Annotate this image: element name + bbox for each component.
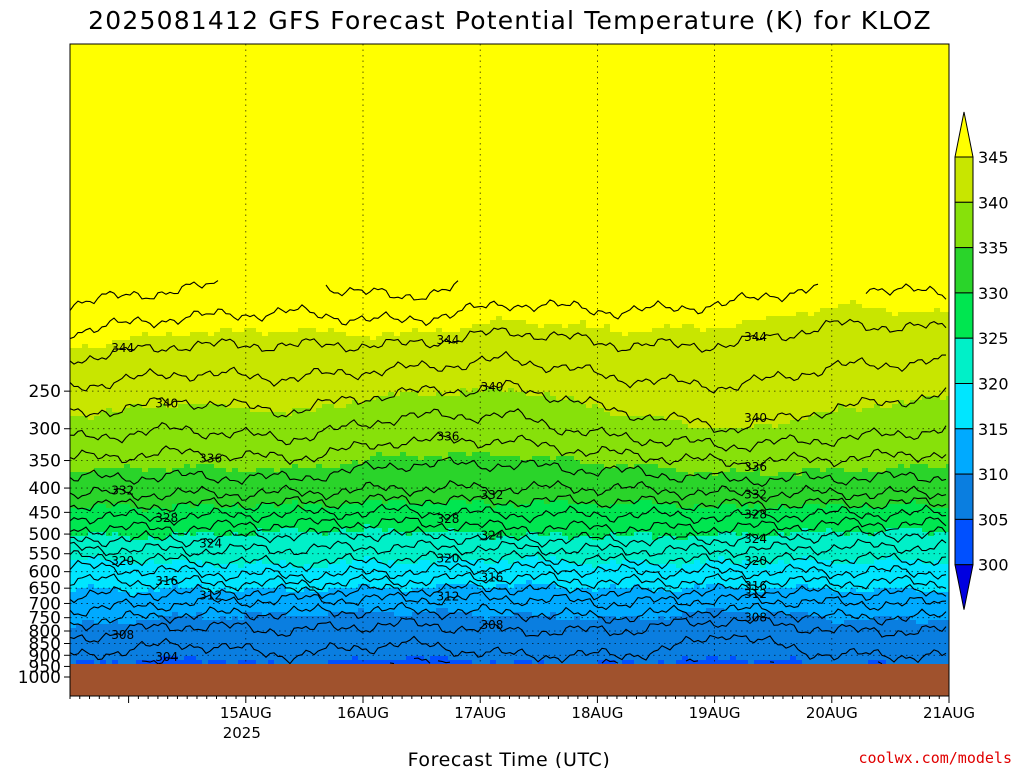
- contour-label: 328: [155, 511, 178, 525]
- contour-label: 320: [437, 551, 460, 565]
- contour-label: 324: [744, 532, 767, 546]
- colorbar-over-triangle: [955, 112, 973, 157]
- y-tick-label: 450: [29, 503, 61, 523]
- contour-label: 324: [480, 529, 503, 543]
- x-tick-label: 21AUG: [923, 704, 975, 722]
- contour-label: 340: [744, 411, 767, 425]
- x-tick-label: 17AUG: [454, 704, 506, 722]
- x-axis-label: Forecast Time (UTC): [408, 749, 611, 768]
- contour-label: 316: [155, 574, 178, 588]
- x-tick-year: 2025: [223, 724, 261, 742]
- colorbar-swatch: [955, 248, 973, 293]
- y-tick-label: 300: [29, 420, 61, 440]
- contour-label: 332: [744, 487, 767, 501]
- x-tick-label: 19AUG: [689, 704, 741, 722]
- colorbar-label: 320: [978, 375, 1009, 394]
- contour-label: 324: [199, 536, 222, 550]
- contour-label: 304: [155, 650, 178, 664]
- contour-label: 344: [437, 333, 460, 347]
- credit-text[interactable]: coolwx.com/models: [858, 749, 1012, 767]
- colorbar-swatch: [955, 338, 973, 383]
- contour-label: 344: [111, 341, 134, 355]
- colorbar-swatch: [955, 293, 973, 338]
- contour-label: 332: [111, 483, 134, 497]
- contour-label: 332: [480, 488, 503, 502]
- contour-label: 336: [437, 430, 460, 444]
- contour-label: 316: [480, 570, 503, 584]
- x-tick-label: 18AUG: [571, 704, 623, 722]
- contour-label: 308: [744, 611, 767, 625]
- contour-label: 328: [437, 512, 460, 526]
- y-tick-label: 400: [29, 479, 61, 499]
- contour-label: 328: [744, 508, 767, 522]
- contour-label: 320: [111, 554, 134, 568]
- y-tick-label: 500: [29, 525, 61, 545]
- y-tick-label: 350: [29, 452, 61, 472]
- colorbar-label: 305: [978, 510, 1009, 529]
- y-tick-label: 250: [29, 382, 61, 402]
- contour-label: 336: [199, 452, 222, 466]
- contour-label: 312: [744, 587, 767, 601]
- colorbar-under-triangle: [955, 565, 973, 610]
- colorbar-label: 300: [978, 556, 1009, 575]
- colorbar-swatch: [955, 429, 973, 474]
- contour-label: 308: [480, 618, 503, 632]
- contour-label: 320: [744, 554, 767, 568]
- x-tick-label: 16AUG: [337, 704, 389, 722]
- y-axis: 2503003504004505005506006507007508008509…: [18, 382, 70, 688]
- contour-label: 336: [744, 460, 767, 474]
- ground-surface: [70, 664, 949, 696]
- chart-title: 2025081412 GFS Forecast Potential Temper…: [88, 6, 932, 35]
- contour-label: 312: [199, 588, 222, 602]
- contour-label: 312: [437, 589, 460, 603]
- y-tick-label: 1000: [18, 668, 61, 688]
- colorbar-label: 310: [978, 465, 1009, 484]
- contour-label: 308: [111, 628, 134, 642]
- contour-label: 344: [744, 330, 767, 344]
- colorbar-legend: 345 340 335 330 325 320 315 310 305 300: [955, 112, 1009, 610]
- colorbar-swatch: [955, 519, 973, 564]
- contour-label: 340: [155, 396, 178, 410]
- contour-label: 340: [480, 380, 503, 394]
- colorbar-label: 315: [978, 420, 1009, 439]
- colorbar-label: 340: [978, 193, 1009, 212]
- x-tick-label: 20AUG: [806, 704, 858, 722]
- colorbar-swatch: [955, 474, 973, 519]
- colorbar-swatch: [955, 202, 973, 247]
- colorbar-label: 325: [978, 329, 1009, 348]
- colorbar-swatch: [955, 157, 973, 202]
- colorbar-swatch: [955, 384, 973, 429]
- x-tick-label: 15AUG: [220, 704, 272, 722]
- colorbar-label: 330: [978, 284, 1009, 303]
- colorbar-label: 345: [978, 148, 1009, 167]
- x-axis: 15AUG202516AUG17AUG18AUG19AUG20AUG21AUG2…: [70, 696, 1024, 742]
- colorbar-label: 335: [978, 239, 1009, 258]
